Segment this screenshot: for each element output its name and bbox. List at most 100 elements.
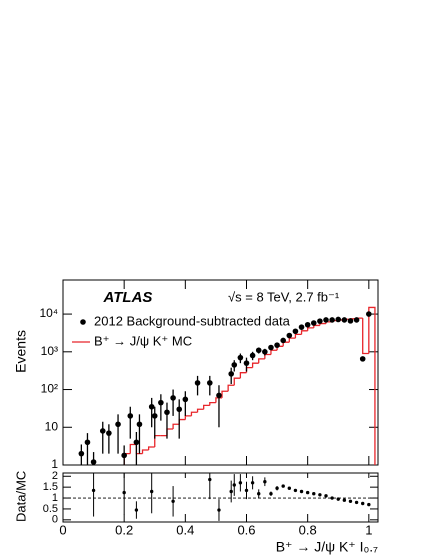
histogram-bin bbox=[307, 327, 314, 331]
y-tick-label: 1 bbox=[52, 492, 58, 504]
ratio-point bbox=[299, 489, 304, 494]
y-tick-label: 2 bbox=[52, 470, 58, 482]
data-point bbox=[243, 360, 250, 366]
data-point bbox=[335, 316, 342, 323]
x-axis-label: B⁺ → J/ψ K⁺ I₀.₇ bbox=[276, 539, 378, 555]
y-tick-label: 1 bbox=[51, 457, 58, 471]
data-point bbox=[133, 439, 140, 446]
ratio-point bbox=[324, 494, 328, 498]
histogram-bin bbox=[172, 423, 180, 429]
data-point bbox=[304, 321, 311, 328]
histogram-bin bbox=[368, 306, 376, 465]
data-point bbox=[329, 317, 335, 323]
ratio-point bbox=[318, 493, 322, 497]
ratio-y-axis-label: Data/MC bbox=[13, 471, 28, 522]
data-point bbox=[170, 395, 176, 401]
ratio-point bbox=[361, 501, 365, 506]
data-point bbox=[262, 349, 268, 355]
data-point bbox=[280, 337, 286, 344]
y-tick-label: 10⁴ bbox=[39, 306, 58, 320]
data-point bbox=[216, 392, 222, 399]
data-point bbox=[237, 354, 244, 361]
data-point bbox=[194, 380, 201, 386]
x-tick-label: 0.4 bbox=[176, 522, 194, 537]
ratio-point bbox=[281, 484, 285, 488]
histogram-bin bbox=[264, 353, 271, 359]
ratio-point bbox=[269, 491, 273, 496]
ratio-point bbox=[354, 500, 359, 505]
x-tick-label: 0 bbox=[59, 522, 66, 537]
y-tick-label: 0.5 bbox=[43, 503, 58, 515]
ratio-point bbox=[275, 486, 279, 490]
ratio-point bbox=[348, 499, 353, 504]
histogram-bin bbox=[147, 446, 155, 450]
histogram-bin bbox=[129, 443, 137, 454]
histogram-bin bbox=[258, 358, 265, 364]
ratio-frame bbox=[62, 472, 379, 523]
histogram-bin bbox=[239, 372, 247, 379]
histogram-bin bbox=[362, 318, 369, 355]
ratio-point bbox=[293, 488, 298, 493]
legend-label: B⁺ → J/ψ K⁺ MC bbox=[94, 333, 192, 348]
ratio-point bbox=[287, 486, 292, 490]
data-point bbox=[341, 317, 348, 323]
ratio-point bbox=[171, 499, 175, 504]
data-point bbox=[136, 421, 143, 428]
data-point bbox=[99, 428, 106, 434]
data-point bbox=[268, 344, 274, 351]
data-point bbox=[127, 413, 134, 419]
data-point bbox=[164, 409, 170, 416]
x-tick-label: 0.6 bbox=[237, 522, 255, 537]
histogram-bin bbox=[154, 434, 161, 447]
data-point bbox=[78, 450, 85, 457]
ratio-point bbox=[122, 490, 126, 495]
ratio-point bbox=[149, 489, 154, 494]
histogram-bin bbox=[294, 333, 302, 339]
ratio-point bbox=[229, 489, 233, 494]
ratio-point bbox=[91, 488, 96, 493]
data-point bbox=[231, 362, 238, 368]
histogram-bin bbox=[203, 404, 210, 410]
data-point bbox=[115, 421, 121, 428]
y-tick-label: 1.5 bbox=[43, 481, 58, 493]
histogram-bin bbox=[313, 324, 320, 328]
ratio-point bbox=[217, 508, 221, 512]
ratio-point bbox=[134, 508, 139, 512]
histogram-bin bbox=[300, 330, 308, 335]
y-tick-label: 10³ bbox=[41, 344, 58, 358]
data-point bbox=[274, 342, 280, 348]
data-point bbox=[359, 356, 366, 362]
ratio-point bbox=[257, 491, 261, 496]
histogram-bin bbox=[196, 408, 204, 413]
y-tick-label: 0 bbox=[52, 514, 58, 526]
ratio-point bbox=[232, 483, 236, 487]
data-point bbox=[148, 403, 155, 410]
y-tick-label: 10² bbox=[41, 382, 58, 396]
data-point bbox=[292, 328, 299, 335]
data-point bbox=[176, 406, 183, 413]
data-point bbox=[249, 352, 256, 359]
data-point bbox=[317, 318, 323, 324]
histogram-bin bbox=[221, 390, 229, 398]
histogram-bin bbox=[190, 411, 198, 416]
x-tick-label: 1 bbox=[365, 522, 372, 537]
ratio-point bbox=[208, 477, 212, 482]
ratio-point bbox=[244, 488, 249, 493]
ratio-point bbox=[336, 497, 340, 501]
data-point bbox=[255, 347, 262, 354]
data-point bbox=[347, 318, 354, 324]
data-point bbox=[310, 320, 317, 326]
x-tick-label: 0.2 bbox=[115, 522, 133, 537]
data-point bbox=[286, 332, 293, 339]
ratio-point bbox=[367, 502, 371, 507]
ratio-point bbox=[250, 481, 255, 485]
legend-marker bbox=[80, 319, 86, 325]
ratio-point bbox=[312, 491, 316, 496]
data-point bbox=[323, 317, 329, 323]
ratio-point bbox=[305, 490, 310, 495]
histogram-bin bbox=[319, 322, 327, 326]
data-point bbox=[151, 413, 158, 419]
y-axis-label: Events bbox=[13, 330, 29, 373]
histogram-bin bbox=[184, 415, 192, 420]
